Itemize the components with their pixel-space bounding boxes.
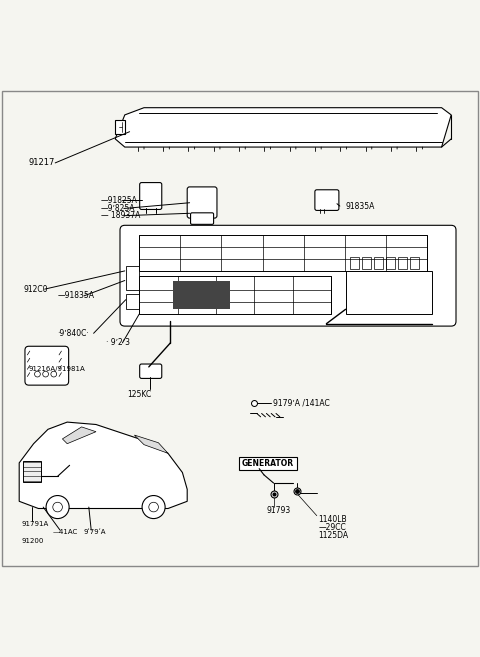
Bar bbox=[139, 276, 331, 314]
FancyBboxPatch shape bbox=[187, 187, 217, 218]
FancyBboxPatch shape bbox=[25, 346, 69, 385]
Text: 91216A/91981A: 91216A/91981A bbox=[29, 367, 85, 373]
Bar bbox=[173, 281, 230, 309]
Circle shape bbox=[43, 371, 48, 377]
Text: 91200: 91200 bbox=[21, 537, 44, 543]
Text: — 18937A: — 18937A bbox=[101, 211, 140, 220]
Text: 91835A: 91835A bbox=[346, 202, 375, 211]
Text: —29CC: —29CC bbox=[318, 523, 346, 532]
FancyBboxPatch shape bbox=[191, 213, 214, 224]
Circle shape bbox=[53, 502, 62, 512]
Bar bbox=[398, 256, 407, 269]
Circle shape bbox=[51, 371, 57, 377]
Text: —9ʼ825A: —9ʼ825A bbox=[101, 204, 135, 213]
Text: —91825A: —91825A bbox=[101, 196, 138, 205]
Text: ·9ʼ840C·: ·9ʼ840C· bbox=[58, 328, 89, 338]
FancyBboxPatch shape bbox=[120, 225, 456, 326]
Bar bbox=[23, 461, 41, 482]
FancyBboxPatch shape bbox=[315, 190, 339, 210]
Text: —91835A: —91835A bbox=[58, 291, 95, 300]
Circle shape bbox=[142, 495, 165, 518]
Bar bbox=[374, 256, 383, 269]
Bar bbox=[410, 256, 419, 269]
Circle shape bbox=[35, 371, 40, 377]
Bar bbox=[126, 294, 139, 309]
Text: 9179ʼA /141AC: 9179ʼA /141AC bbox=[273, 398, 329, 407]
Polygon shape bbox=[115, 108, 451, 147]
Bar bbox=[139, 235, 427, 271]
Text: —41AC: —41AC bbox=[53, 530, 78, 535]
Text: 91791A: 91791A bbox=[21, 521, 48, 527]
Bar bbox=[346, 271, 432, 314]
Text: GENERATOR: GENERATOR bbox=[241, 459, 293, 468]
Polygon shape bbox=[134, 435, 168, 453]
Text: 912C0: 912C0 bbox=[24, 284, 48, 294]
Bar bbox=[350, 256, 359, 269]
Polygon shape bbox=[19, 422, 187, 509]
Polygon shape bbox=[62, 427, 96, 443]
Text: 1140LB: 1140LB bbox=[318, 514, 347, 524]
Text: 91217: 91217 bbox=[29, 158, 55, 168]
Polygon shape bbox=[115, 120, 125, 134]
Bar bbox=[126, 266, 139, 290]
Text: 91793: 91793 bbox=[266, 507, 291, 515]
FancyBboxPatch shape bbox=[140, 183, 162, 210]
Text: 1125DA: 1125DA bbox=[318, 532, 348, 540]
Bar bbox=[362, 256, 371, 269]
Text: · 9ʼ2ʼ3: · 9ʼ2ʼ3 bbox=[106, 338, 130, 348]
FancyBboxPatch shape bbox=[140, 364, 162, 378]
Text: 9ʼ79ʼA: 9ʼ79ʼA bbox=[84, 530, 107, 535]
Bar bbox=[386, 256, 395, 269]
Text: 125KC: 125KC bbox=[127, 390, 152, 399]
Circle shape bbox=[149, 502, 158, 512]
FancyBboxPatch shape bbox=[239, 457, 297, 470]
Circle shape bbox=[46, 495, 69, 518]
